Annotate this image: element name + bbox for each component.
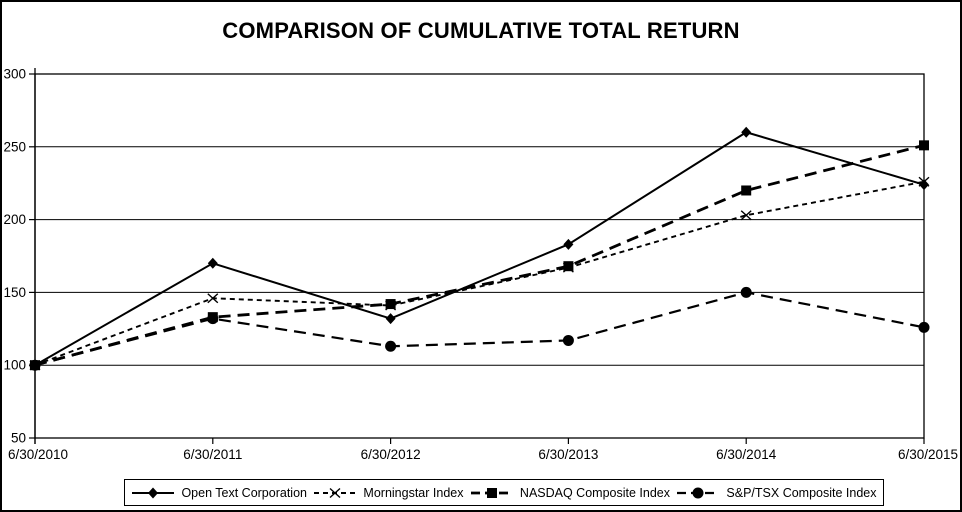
- square-marker: [919, 140, 929, 151]
- x-marker: [740, 210, 752, 221]
- series-line-open-text-corporation: [34, 131, 925, 367]
- x-tick-label: 6/30/2014: [716, 447, 777, 462]
- x-tick-label: 6/30/2011: [183, 447, 242, 462]
- plot-border: [34, 73, 925, 439]
- legend-item: Morningstar Index: [313, 486, 463, 500]
- x-tick-label: 6/30/2010: [8, 447, 68, 462]
- legend-item: NASDAQ Composite Index: [470, 486, 670, 500]
- diamond-marker: [148, 487, 159, 498]
- y-tick-label: 300: [3, 67, 26, 82]
- diamond-marker: [385, 313, 396, 325]
- legend-x-sample-icon: [314, 487, 357, 498]
- legend-circle-sample-icon: [677, 487, 720, 498]
- y-tick-label: 150: [3, 285, 26, 300]
- y-tick-label: 100: [3, 358, 26, 373]
- x-marker: [207, 293, 219, 304]
- x-tick-label: 6/30/2012: [361, 447, 421, 462]
- diamond-marker: [741, 126, 752, 138]
- legend-label: Open Text Corporation: [181, 485, 307, 500]
- circle-marker: [692, 487, 704, 498]
- series-line-nasdaq-composite-index: [34, 143, 925, 367]
- series-markers-s-p-tsx-composite-index: [29, 286, 930, 371]
- x-tick-label: 6/30/2013: [538, 447, 598, 462]
- y-tick-label: 250: [3, 139, 26, 154]
- x-tick-label: 6/30/2015: [898, 447, 958, 462]
- square-marker: [486, 487, 497, 498]
- legend-label: Morningstar Index: [363, 485, 464, 500]
- legend-label: NASDAQ Composite Index: [519, 485, 670, 500]
- series-markers-open-text-corporation: [30, 126, 929, 371]
- legend-square-sample-icon: [470, 487, 513, 498]
- circle-marker: [918, 321, 930, 333]
- diamond-marker: [207, 257, 218, 269]
- diamond-marker: [30, 359, 40, 371]
- diamond-marker: [563, 238, 574, 250]
- square-marker: [563, 261, 574, 272]
- y-tick-label: 200: [3, 212, 26, 227]
- series-markers-nasdaq-composite-index: [30, 140, 929, 371]
- chart-title: COMPARISON OF CUMULATIVE TOTAL RETURN: [222, 18, 740, 43]
- legend-item: S&P/TSX Composite Index: [676, 485, 877, 500]
- x-marker: [329, 487, 341, 498]
- circle-marker: [207, 313, 219, 325]
- circle-marker: [740, 286, 752, 298]
- circle-marker: [385, 340, 397, 352]
- square-marker: [741, 185, 752, 196]
- legend-diamond-sample-icon: [132, 487, 175, 498]
- legend-item: Open Text Corporation: [131, 486, 307, 500]
- series-line-morningstar-index: [34, 180, 925, 367]
- circle-marker: [562, 334, 574, 346]
- y-tick-label: 50: [11, 431, 26, 446]
- diamond-marker: [919, 179, 929, 191]
- series-line-s-p-tsx-composite-index: [34, 291, 925, 367]
- square-marker: [385, 299, 396, 310]
- legend: Open Text Corporation Morningstar Index NA…: [124, 479, 884, 506]
- legend-label: S&P/TSX Composite Index: [726, 485, 877, 500]
